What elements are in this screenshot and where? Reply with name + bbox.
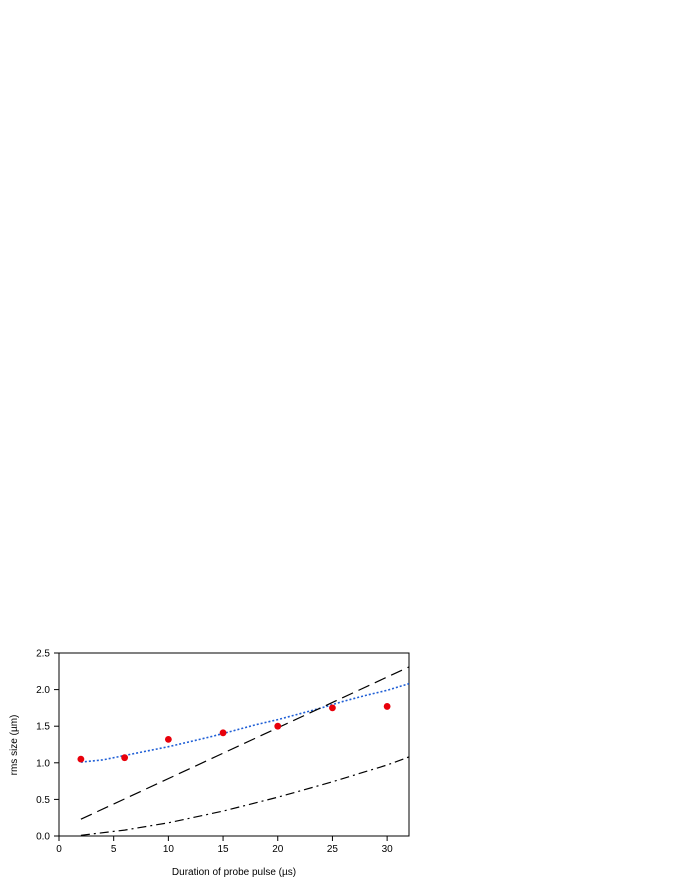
x-tick-label: 20 [272, 844, 284, 855]
y-axis-title: rms size (µm) [9, 715, 20, 776]
y-axis: 0.0 0.5 1.0 1.5 2.0 2.5 [36, 649, 59, 843]
data-point [164, 735, 172, 743]
y-tick-label: 1.0 [36, 758, 50, 769]
dotted-curve [80, 682, 410, 763]
y-tick-label: 0.5 [36, 795, 50, 806]
x-tick-label: 5 [111, 844, 117, 855]
dash-dot-curve [80, 756, 410, 836]
x-tick-label: 15 [218, 844, 230, 855]
data-point [329, 704, 336, 712]
plot-frame [58, 652, 410, 837]
y-tick-label: 1.5 [36, 722, 50, 733]
fit-curves [80, 666, 410, 836]
y-tick-label: 2.5 [36, 649, 50, 660]
data-point [77, 755, 85, 763]
x-axis-title: Duration of probe pulse (µs) [172, 867, 296, 878]
y-tick-label: 2.0 [36, 685, 50, 696]
dashed-curve [80, 666, 410, 820]
data-point [219, 729, 227, 737]
x-tick-label: 30 [382, 844, 394, 855]
y-tick-label: 0.0 [36, 832, 50, 843]
data-point [383, 703, 391, 710]
x-tick-label: 0 [56, 844, 62, 855]
x-axis: 0 5 10 15 20 25 30 [56, 836, 393, 855]
data-point [121, 754, 129, 762]
x-tick-label: 10 [163, 844, 175, 855]
data-points [77, 703, 391, 763]
x-tick-label: 25 [327, 844, 339, 855]
data-point [274, 722, 282, 730]
